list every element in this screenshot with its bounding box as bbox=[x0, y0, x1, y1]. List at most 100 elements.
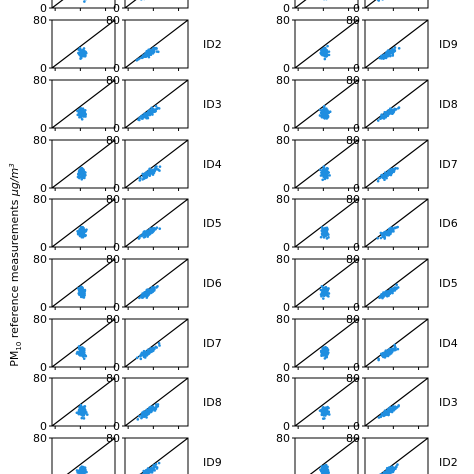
y-tick-label: 0 bbox=[40, 182, 47, 195]
panel-frame bbox=[364, 198, 429, 248]
data-point bbox=[154, 465, 157, 468]
y-axis-label: PM10 reference measurements μg/m3 bbox=[8, 163, 23, 366]
y-label-unit: μg/m bbox=[8, 168, 21, 197]
data-point bbox=[143, 175, 147, 178]
data-point bbox=[154, 165, 157, 169]
panel-plot-area bbox=[125, 20, 188, 68]
data-point bbox=[325, 49, 328, 53]
data-point bbox=[79, 169, 83, 172]
data-point bbox=[150, 471, 154, 474]
data-point bbox=[80, 294, 84, 297]
y-tick-label: 80 bbox=[276, 253, 290, 266]
data-point bbox=[81, 410, 85, 414]
data-point bbox=[380, 413, 384, 416]
data-point bbox=[397, 47, 401, 50]
data-point bbox=[318, 108, 322, 112]
y-tick-label: 0 bbox=[283, 62, 290, 75]
data-point bbox=[324, 463, 328, 467]
data-point bbox=[84, 173, 87, 177]
data-point bbox=[141, 294, 145, 298]
scatter-panel: 080 bbox=[33, 74, 116, 135]
data-point bbox=[320, 228, 324, 232]
panel-plot-area bbox=[52, 199, 115, 247]
data-point bbox=[323, 167, 326, 171]
data-point bbox=[323, 231, 326, 234]
data-point bbox=[377, 357, 380, 361]
data-point bbox=[141, 56, 144, 59]
y-tick-label: 0 bbox=[113, 420, 120, 433]
left-id-label: ID8 bbox=[203, 396, 222, 409]
panel-frame bbox=[51, 318, 116, 368]
data-point bbox=[82, 48, 85, 51]
y-tick-label: 80 bbox=[276, 313, 290, 326]
panel-frame bbox=[124, 19, 189, 69]
panel-frame bbox=[294, 198, 359, 248]
y-tick-label: 0 bbox=[113, 361, 120, 374]
panel-frame bbox=[51, 377, 116, 427]
data-point bbox=[325, 237, 329, 240]
data-point bbox=[81, 112, 85, 116]
reference-line bbox=[365, 199, 428, 247]
y-tick-label: 80 bbox=[276, 372, 290, 385]
data-point bbox=[82, 54, 86, 58]
data-point bbox=[376, 119, 380, 122]
reference-line bbox=[52, 259, 115, 307]
data-point bbox=[147, 48, 150, 52]
data-point bbox=[326, 44, 329, 48]
right-id-label: ID2 bbox=[439, 456, 458, 469]
data-point bbox=[138, 414, 141, 418]
data-point bbox=[324, 289, 327, 292]
reference-line bbox=[125, 199, 188, 247]
y-label-unit-sup: 3 bbox=[8, 163, 16, 167]
y-tick-label: 80 bbox=[33, 372, 47, 385]
y-tick-label: 0 bbox=[353, 420, 360, 433]
y-tick-label: 80 bbox=[346, 14, 360, 27]
data-point bbox=[380, 56, 383, 60]
data-point bbox=[327, 413, 331, 416]
data-point bbox=[81, 413, 85, 417]
reference-line bbox=[365, 20, 428, 68]
left-id-label: ID7 bbox=[203, 337, 222, 350]
scatter-panel: 080 bbox=[33, 313, 116, 374]
data-point bbox=[140, 416, 143, 420]
scatter-panel: 080 bbox=[106, 74, 189, 135]
panel-plot-area bbox=[138, 438, 188, 474]
data-point bbox=[135, 356, 139, 360]
panel-plot-area bbox=[52, 140, 115, 188]
panel-frame bbox=[294, 377, 359, 427]
data-point bbox=[138, 296, 141, 300]
data-point bbox=[328, 174, 331, 177]
data-point bbox=[78, 234, 82, 238]
data-point bbox=[386, 174, 390, 177]
data-point bbox=[325, 226, 329, 230]
data-point bbox=[321, 47, 325, 51]
reference-line bbox=[365, 0, 377, 8]
data-point bbox=[381, 174, 385, 178]
reference-line bbox=[365, 259, 428, 307]
data-point bbox=[153, 228, 157, 231]
data-point bbox=[323, 57, 327, 61]
data-point bbox=[141, 178, 144, 181]
y-tick-label: 80 bbox=[33, 193, 47, 206]
data-point bbox=[140, 0, 143, 1]
reference-line bbox=[295, 259, 358, 307]
data-point bbox=[392, 49, 395, 53]
scatter-panel: 080 bbox=[33, 372, 116, 433]
data-point bbox=[80, 178, 84, 181]
data-point bbox=[390, 228, 394, 232]
data-point bbox=[152, 46, 155, 50]
data-point bbox=[144, 293, 148, 297]
reference-line bbox=[365, 319, 428, 367]
data-point bbox=[320, 469, 324, 473]
data-point bbox=[396, 167, 399, 170]
panel-plot-area bbox=[295, 319, 358, 367]
y-tick-label: 0 bbox=[353, 241, 360, 254]
data-point bbox=[80, 118, 84, 121]
data-point bbox=[318, 409, 322, 412]
y-tick-label: 80 bbox=[106, 74, 120, 87]
data-point bbox=[386, 294, 389, 297]
y-tick-label: 0 bbox=[113, 62, 120, 75]
reference-line bbox=[52, 140, 115, 188]
y-tick-label: 0 bbox=[40, 2, 47, 15]
scatter-panel: 080 bbox=[40, 0, 116, 15]
